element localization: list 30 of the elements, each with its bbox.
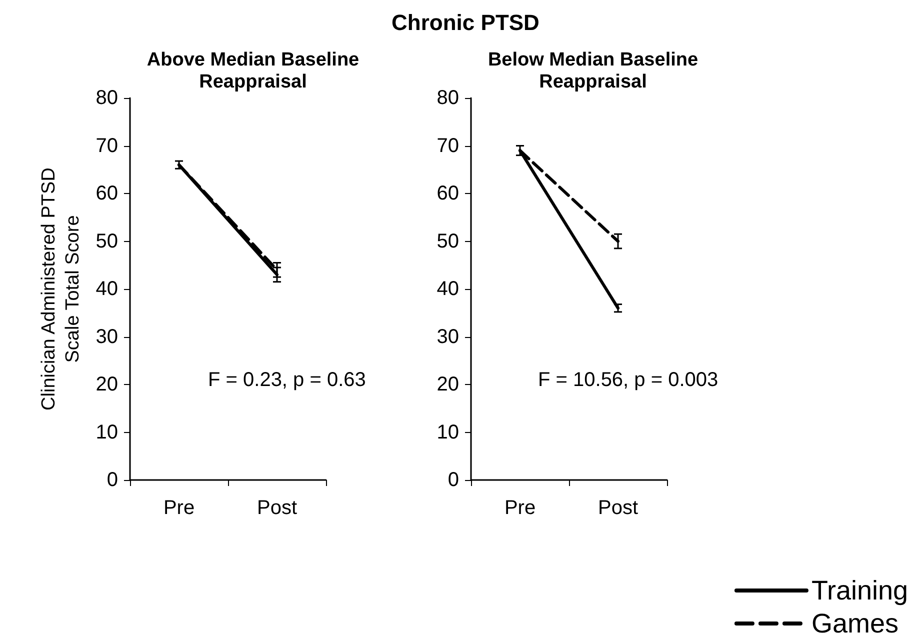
y-tick-label: 30 xyxy=(96,326,118,348)
x-tick-label: Pre xyxy=(163,497,195,519)
y-tick-label: 60 xyxy=(96,182,118,204)
y-tick-label: 80 xyxy=(96,87,118,109)
y-tick-label: 60 xyxy=(436,182,459,204)
legend-label: Games xyxy=(811,608,898,638)
x-tick-label: Post xyxy=(598,497,638,519)
y-tick-label: 80 xyxy=(436,87,459,109)
y-tick-label: 50 xyxy=(436,230,459,252)
y-tick-label: 70 xyxy=(96,134,118,157)
y-tick-label: 10 xyxy=(436,421,459,444)
annotation: F = 10.56, p = 0.003 xyxy=(538,369,718,391)
chart-title: Above Median Baseline Reappraisal xyxy=(146,50,360,92)
y-tick-label: 40 xyxy=(436,278,459,300)
y-axis-title: Clinician Administered PTSD Scale Total Score xyxy=(38,168,84,410)
y-tick-label: 40 xyxy=(96,278,118,300)
y-tick-label: 10 xyxy=(96,421,118,444)
y-tick-label: 20 xyxy=(436,374,459,396)
x-tick-label: Post xyxy=(256,497,298,519)
chart-title: Below Median Baseline Reappraisal xyxy=(488,50,698,92)
y-tick-label: 50 xyxy=(96,230,118,252)
annotation: F = 0.23, p = 0.63 xyxy=(208,369,366,391)
y-tick-label: 0 xyxy=(106,469,118,491)
legend-label: Training xyxy=(811,576,908,606)
y-tick-label: 20 xyxy=(96,374,118,396)
x-tick-label: Pre xyxy=(504,497,536,519)
y-tick-label: 70 xyxy=(436,134,459,157)
y-tick-label: 30 xyxy=(436,326,459,348)
y-tick-label: 0 xyxy=(448,469,459,491)
text: Chronic PTSD xyxy=(390,10,540,36)
